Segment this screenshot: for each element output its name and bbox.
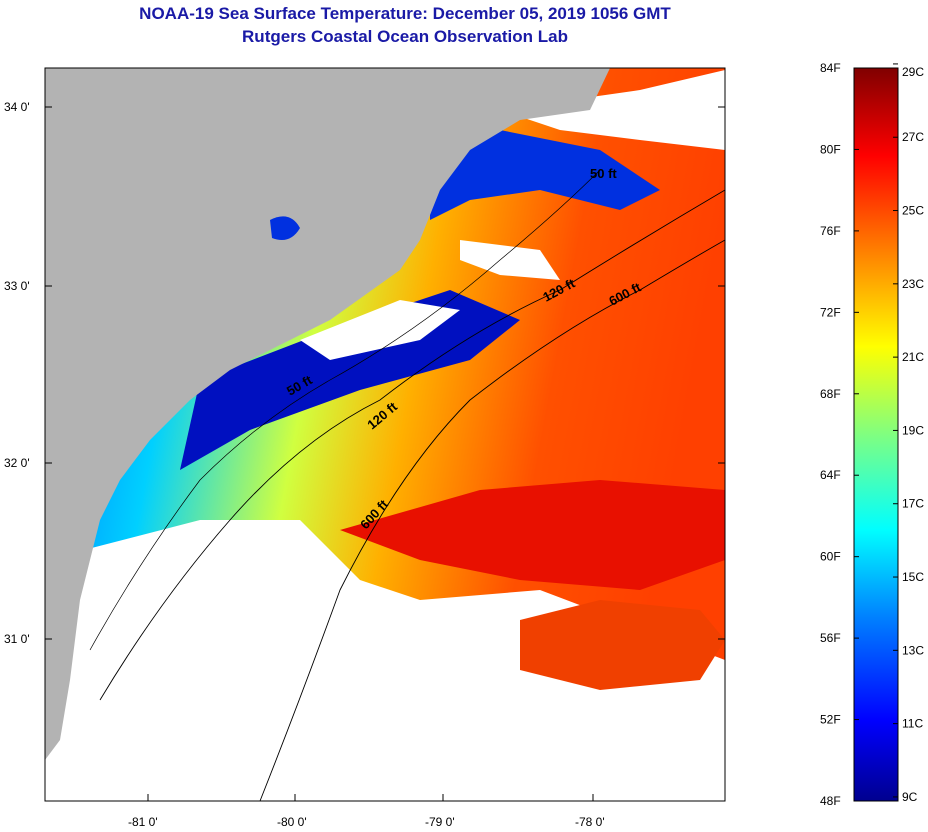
cloud-cover bbox=[45, 520, 725, 801]
colorbar-celsius-label: 29C bbox=[902, 65, 924, 79]
colorbar-fahrenheit-label: 68F bbox=[820, 387, 841, 401]
longitude-label: -80 0' bbox=[277, 815, 307, 829]
colorbar-fahrenheit-label: 76F bbox=[820, 224, 841, 238]
longitude-axis: -81 0' -80 0' -79 0' -78 0' bbox=[128, 794, 605, 829]
map-frame bbox=[44, 67, 726, 802]
isobath-120ft-line bbox=[99, 189, 725, 701]
cloud-patch bbox=[460, 240, 560, 280]
latitude-axis: 34 0' 33 0' 32 0' 31 0' bbox=[4, 100, 725, 646]
latitude-label: 31 0' bbox=[4, 632, 30, 646]
warm-band bbox=[340, 480, 725, 590]
latitude-label: 33 0' bbox=[4, 279, 30, 293]
celsius-scale: 29C 27C 25C 23C 21C 19C 17C 15C 13C 11C 9C bbox=[893, 63, 924, 804]
fahrenheit-scale: 84F 80F 76F 72F 68F 64F 60F 56F 52F 48F bbox=[820, 61, 859, 808]
map-subtitle: Rutgers Coastal Ocean Observation Lab bbox=[242, 27, 568, 46]
colorbar-celsius-label: 17C bbox=[902, 497, 924, 511]
colorbar-fahrenheit-label: 56F bbox=[820, 631, 841, 645]
colorbar-celsius-label: 19C bbox=[902, 423, 924, 437]
colorbar-celsius-label: 11C bbox=[902, 717, 923, 731]
sst-field bbox=[45, 68, 725, 801]
land-area bbox=[45, 68, 610, 760]
map-title: NOAA-19 Sea Surface Temperature: Decembe… bbox=[139, 4, 671, 23]
inland-lake bbox=[270, 216, 300, 241]
colorbar-fahrenheit-label: 48F bbox=[820, 794, 841, 808]
colorbar: 84F 80F 76F 72F 68F 64F 60F 56F 52F 48F 29C 27C 25C… bbox=[820, 61, 924, 808]
colorbar-celsius-label: 23C bbox=[902, 277, 924, 291]
colorbar-celsius-label: 27C bbox=[902, 130, 924, 144]
longitude-label: -79 0' bbox=[425, 815, 455, 829]
isobath-label: 50 ft bbox=[590, 166, 617, 181]
colorbar-fahrenheit-label: 72F bbox=[820, 305, 841, 319]
colorbar-celsius-label: 13C bbox=[902, 643, 924, 657]
colorbar-fahrenheit-label: 60F bbox=[820, 550, 841, 564]
colorbar-fahrenheit-label: 84F bbox=[820, 61, 841, 75]
colorbar-gradient bbox=[853, 67, 899, 802]
warm-patch bbox=[520, 600, 725, 690]
colorbar-celsius-label: 25C bbox=[902, 204, 924, 218]
longitude-label: -81 0' bbox=[128, 815, 158, 829]
colorbar-fahrenheit-label: 80F bbox=[820, 142, 841, 156]
latitude-label: 34 0' bbox=[4, 100, 30, 114]
isobath-50ft-line bbox=[89, 169, 601, 651]
latitude-label: 32 0' bbox=[4, 456, 30, 470]
colorbar-fahrenheit-label: 52F bbox=[820, 713, 841, 727]
cold-patch-north bbox=[430, 130, 660, 220]
cloud-patch bbox=[300, 300, 460, 360]
longitude-label: -78 0' bbox=[575, 815, 605, 829]
colorbar-fahrenheit-label: 64F bbox=[820, 468, 841, 482]
isobath-600ft-line bbox=[259, 239, 725, 801]
colorbar-celsius-label: 15C bbox=[902, 570, 924, 584]
cold-band bbox=[180, 290, 520, 470]
cloud-patch bbox=[80, 590, 220, 700]
colorbar-celsius-label: 9C bbox=[902, 790, 918, 804]
cloud-patch bbox=[500, 70, 725, 150]
colorbar-celsius-label: 21C bbox=[902, 350, 924, 364]
